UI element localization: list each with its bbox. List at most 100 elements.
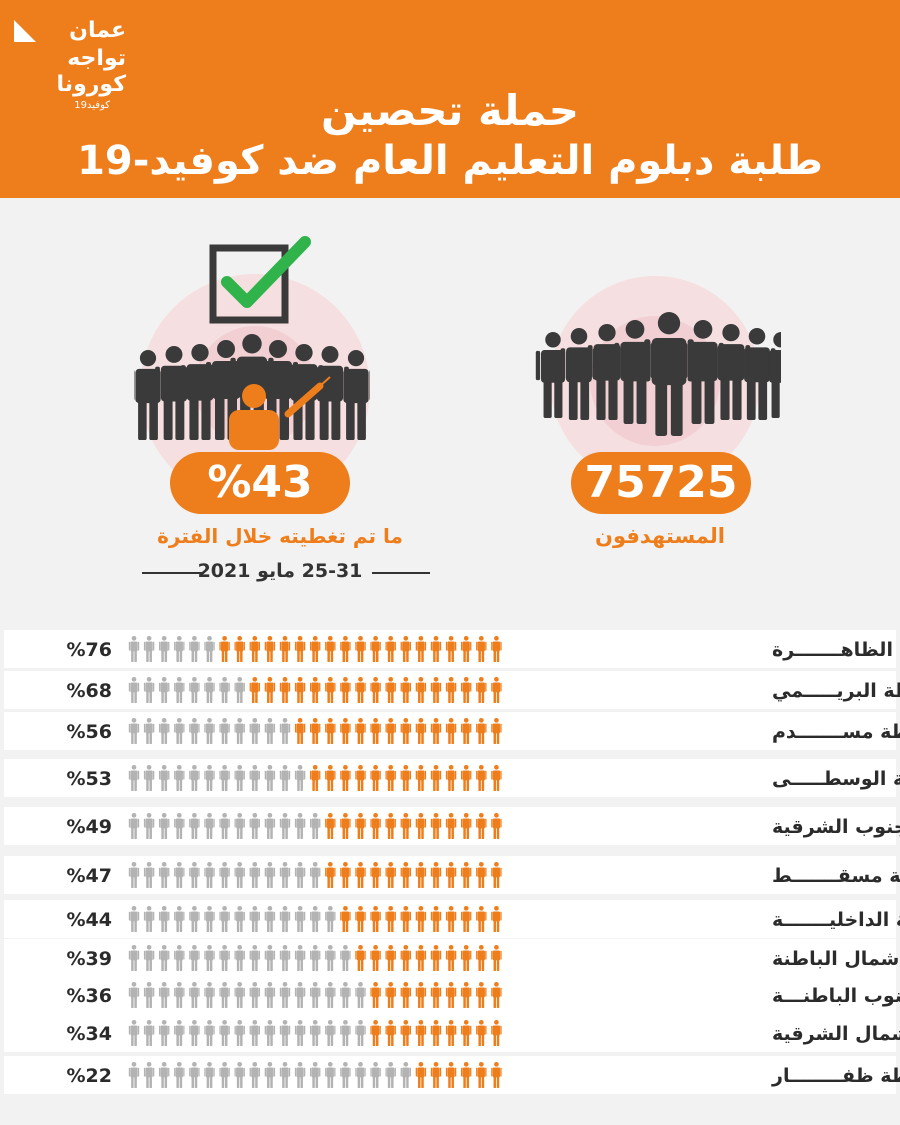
province-value-label: %53 xyxy=(67,768,112,790)
person-icon-filled xyxy=(370,813,381,839)
person-icon-filled xyxy=(430,718,442,744)
person-icon-empty xyxy=(310,906,321,932)
syringe-icon xyxy=(284,376,331,418)
person-icon-filled xyxy=(370,765,381,791)
person-icon-empty xyxy=(128,906,140,932)
person-icon-empty xyxy=(264,1020,276,1046)
person-icon-empty xyxy=(128,677,140,703)
province-label: محافظة شمال الشرقية xyxy=(772,1023,900,1045)
person-icon-filled xyxy=(415,813,427,839)
covered-label: ما تم تغطيته خلال الفترة xyxy=(157,524,403,548)
period-rule-right xyxy=(372,572,430,574)
person-icon-empty xyxy=(143,1062,155,1088)
person-icon-empty xyxy=(159,718,170,744)
province-label: محافظة الوسطـــــى xyxy=(772,768,900,790)
page-title-line-1: حملة تحصين xyxy=(320,86,580,135)
province-row: محافظة الوسطـــــى %53 xyxy=(4,759,900,797)
person-icon-empty xyxy=(310,1020,321,1046)
person-icon-empty xyxy=(249,906,260,932)
person-icon-filled xyxy=(400,906,411,932)
person-icon-empty xyxy=(189,862,200,888)
person-icon-empty xyxy=(219,982,230,1008)
province-row: محافظة شمال الباطنة %39 xyxy=(4,939,900,977)
person-icon-filled xyxy=(461,677,472,703)
person-icon-empty xyxy=(159,1020,170,1046)
person-icon-filled xyxy=(385,1020,396,1046)
province-label: محافظة الداخليـــــــة xyxy=(772,909,900,931)
person-icon-empty xyxy=(310,982,321,1008)
person-icon-empty xyxy=(310,945,321,971)
person-icon-empty xyxy=(219,677,230,703)
person-icon-filled xyxy=(445,906,457,932)
person-icon-filled xyxy=(415,636,427,662)
person-icon-empty xyxy=(174,862,185,888)
province-value-label: %22 xyxy=(67,1065,112,1087)
person-icon-filled xyxy=(370,862,381,888)
person-icon-empty xyxy=(143,765,155,791)
person-icon-filled xyxy=(400,1020,411,1046)
person-icon-empty xyxy=(279,1020,291,1046)
province-value-label: %44 xyxy=(67,909,112,931)
person-icon-empty xyxy=(249,1062,260,1088)
person-icon-empty xyxy=(189,813,200,839)
person-icon-empty xyxy=(279,862,291,888)
vaccinated-person-icon xyxy=(229,384,279,450)
person-icon-empty xyxy=(174,906,185,932)
person-icon-empty xyxy=(189,945,200,971)
crowd-person-icon xyxy=(535,332,571,418)
person-icon-filled xyxy=(415,982,427,1008)
person-icon-filled xyxy=(461,862,472,888)
person-icon-filled xyxy=(430,636,442,662)
person-icon-filled xyxy=(340,862,351,888)
person-icon-filled xyxy=(461,813,472,839)
person-icon-filled xyxy=(430,862,442,888)
person-icon-empty xyxy=(234,945,245,971)
person-icon-empty xyxy=(204,636,215,662)
person-icon-filled xyxy=(491,982,502,1008)
person-icon-empty xyxy=(159,765,170,791)
person-icon-filled xyxy=(219,636,230,662)
province-value-label: %39 xyxy=(67,948,112,970)
province-value-label: %56 xyxy=(67,721,112,743)
person-icon-empty xyxy=(294,1020,306,1046)
period-rule-left xyxy=(142,572,202,574)
person-icon-filled xyxy=(370,906,381,932)
person-icon-filled xyxy=(294,677,306,703)
person-icon-empty xyxy=(159,862,170,888)
person-icon-empty xyxy=(249,862,260,888)
person-icon-filled xyxy=(461,636,472,662)
person-icon-empty xyxy=(234,677,245,703)
person-icon-empty xyxy=(294,813,306,839)
province-row: محافظة شمال الشرقية %34 xyxy=(4,1014,900,1052)
person-icon-empty xyxy=(340,1062,351,1088)
person-icon-empty xyxy=(264,1062,276,1088)
person-icon-filled xyxy=(340,906,351,932)
person-icon-filled xyxy=(310,677,321,703)
person-icon-empty xyxy=(249,813,260,839)
province-row: محافظة البريـــــمي %68 xyxy=(4,671,900,709)
person-icon-filled xyxy=(445,813,457,839)
person-icon-empty xyxy=(143,1020,155,1046)
person-icon-empty xyxy=(264,765,276,791)
province-label: محافظة شمال الباطنة xyxy=(772,948,900,970)
person-icon-empty xyxy=(249,1020,260,1046)
person-icon-empty xyxy=(264,982,276,1008)
person-icon-empty xyxy=(189,1062,200,1088)
person-icon-empty xyxy=(204,862,215,888)
person-icon-filled xyxy=(415,862,427,888)
person-icon-empty xyxy=(325,1020,336,1046)
person-icon-filled xyxy=(355,636,366,662)
person-icon-empty xyxy=(355,1020,366,1046)
province-value-label: %49 xyxy=(67,816,112,838)
person-icon-filled xyxy=(491,677,502,703)
logo-line-3: كورونا xyxy=(56,72,126,97)
person-icon-filled xyxy=(294,718,306,744)
person-icon-filled xyxy=(279,636,291,662)
person-icon-filled xyxy=(445,636,457,662)
person-icon-empty xyxy=(219,862,230,888)
province-row: محافظة جنوب الباطنـــة %36 xyxy=(4,976,900,1014)
person-icon-empty xyxy=(294,945,306,971)
person-icon-filled xyxy=(491,862,502,888)
person-icon-empty xyxy=(159,906,170,932)
province-value-label: %68 xyxy=(67,680,112,702)
